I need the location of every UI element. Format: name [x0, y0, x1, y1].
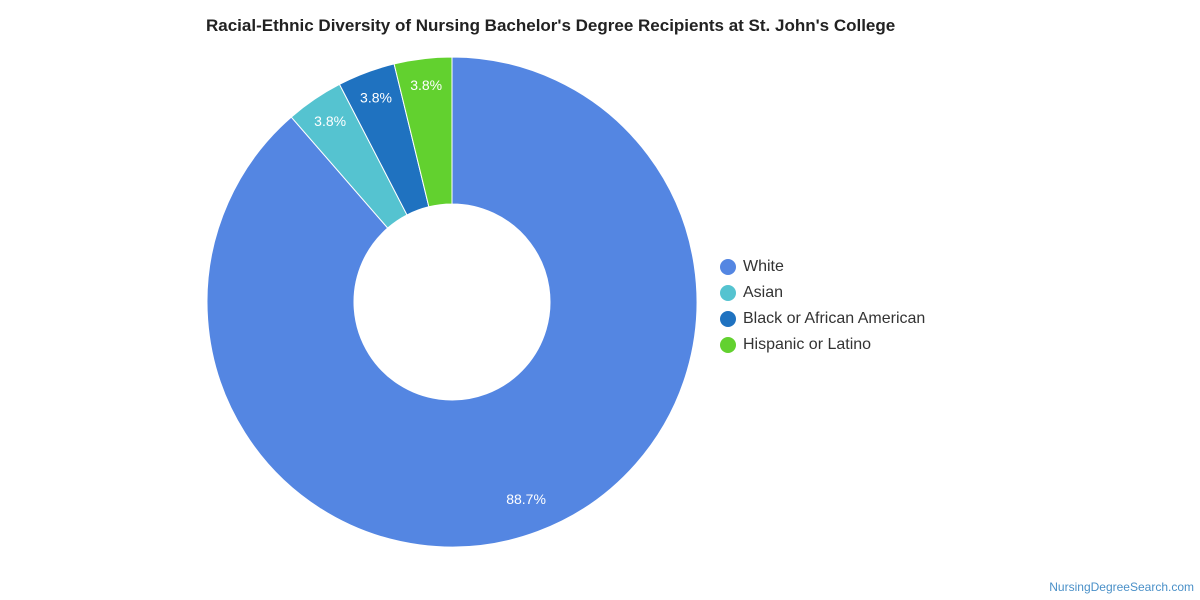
- legend-swatch-white: [720, 259, 736, 275]
- slice-hispanic-or-latino[interactable]: [393, 56, 453, 208]
- legend-item-black-or-african-american[interactable]: Black or African American: [720, 306, 925, 332]
- legend-item-hispanic-or-latino[interactable]: Hispanic or Latino: [720, 332, 925, 358]
- slice-labels: 88.7% 3.8% 3.8% 3.8%: [314, 77, 546, 507]
- legend-label-black-or-african-american: Black or African American: [743, 310, 926, 327]
- legend-swatch-black-or-african-american: [720, 311, 736, 327]
- legend-label-white: White: [743, 258, 784, 275]
- chart-title: Racial-Ethnic Diversity of Nursing Bache…: [206, 16, 896, 35]
- legend-label-hispanic-or-latino: Hispanic or Latino: [743, 336, 872, 353]
- legend-swatch-asian: [720, 285, 736, 301]
- slice-label-asian: 3.8%: [314, 113, 346, 129]
- chart-legend: White Asian Black or African American Hi…: [720, 254, 925, 358]
- slice-label-black-or-african-american: 3.8%: [360, 89, 392, 105]
- legend-item-white[interactable]: White: [720, 254, 925, 280]
- legend-label-asian: Asian: [743, 284, 784, 301]
- donut-slices: [206, 56, 698, 548]
- source-credit-link[interactable]: NursingDegreeSearch.com: [1049, 580, 1194, 594]
- slice-label-hispanic-or-latino: 3.8%: [410, 77, 442, 93]
- legend-swatch-hispanic-or-latino: [720, 337, 736, 353]
- legend-item-asian[interactable]: Asian: [720, 280, 925, 306]
- slice-label-white: 88.7%: [506, 491, 546, 507]
- slice-white[interactable]: [206, 56, 698, 548]
